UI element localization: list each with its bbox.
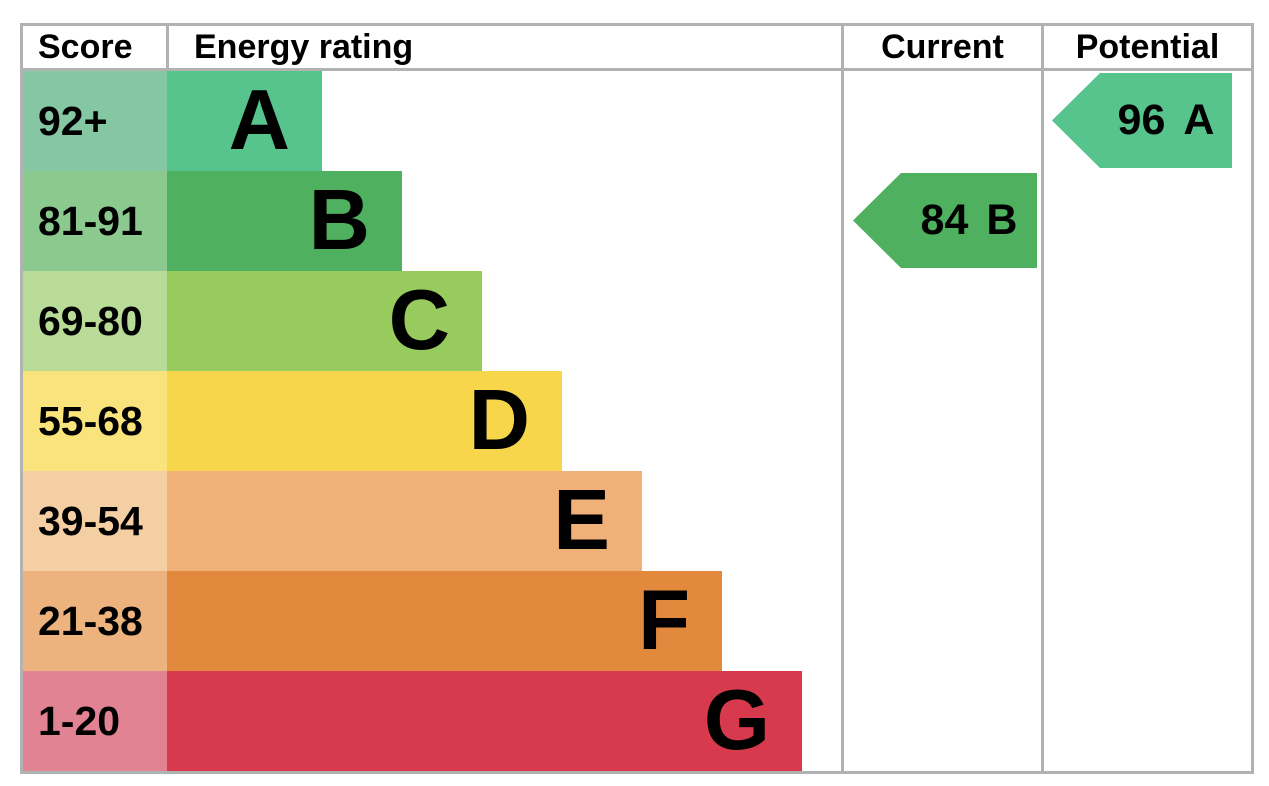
score-column-header: Score bbox=[38, 28, 133, 66]
band-bar: D bbox=[167, 371, 562, 471]
header-divider bbox=[20, 68, 1254, 71]
band-letter: D bbox=[468, 373, 530, 468]
band-letter: C bbox=[388, 273, 450, 368]
energy-rating-column-header: Energy rating bbox=[194, 28, 414, 66]
band-bar: B bbox=[167, 171, 402, 271]
band-letter: B bbox=[308, 173, 370, 268]
potential-rating-band: A bbox=[1183, 96, 1215, 144]
band-letter: E bbox=[553, 473, 610, 568]
band-bar: G bbox=[167, 671, 802, 771]
table-frame bbox=[20, 23, 1254, 774]
score-range-label: 55-68 bbox=[23, 371, 167, 471]
band-letter: G bbox=[703, 673, 770, 768]
rating-current-divider bbox=[841, 26, 844, 771]
band-bar: E bbox=[167, 471, 642, 571]
band-letter: F bbox=[638, 573, 690, 668]
potential-rating-score: 96 bbox=[1117, 96, 1166, 144]
current-rating-score: 84 bbox=[920, 196, 969, 244]
current-column-header: Current bbox=[881, 28, 1004, 66]
score-range-label: 21-38 bbox=[23, 571, 167, 671]
band-bar: A bbox=[167, 71, 322, 171]
current-potential-divider bbox=[1041, 26, 1044, 771]
score-range-label: 1-20 bbox=[23, 671, 167, 771]
score-range-label: 92+ bbox=[23, 71, 167, 171]
score-range-label: 69-80 bbox=[23, 271, 167, 371]
current-rating-band: B bbox=[986, 196, 1018, 244]
score-rating-divider bbox=[166, 26, 169, 68]
score-range-label: 39-54 bbox=[23, 471, 167, 571]
score-range-label: 81-91 bbox=[23, 171, 167, 271]
potential-column-header: Potential bbox=[1075, 28, 1220, 66]
band-bar: F bbox=[167, 571, 722, 671]
band-bar: C bbox=[167, 271, 482, 371]
band-letter: A bbox=[228, 73, 290, 168]
